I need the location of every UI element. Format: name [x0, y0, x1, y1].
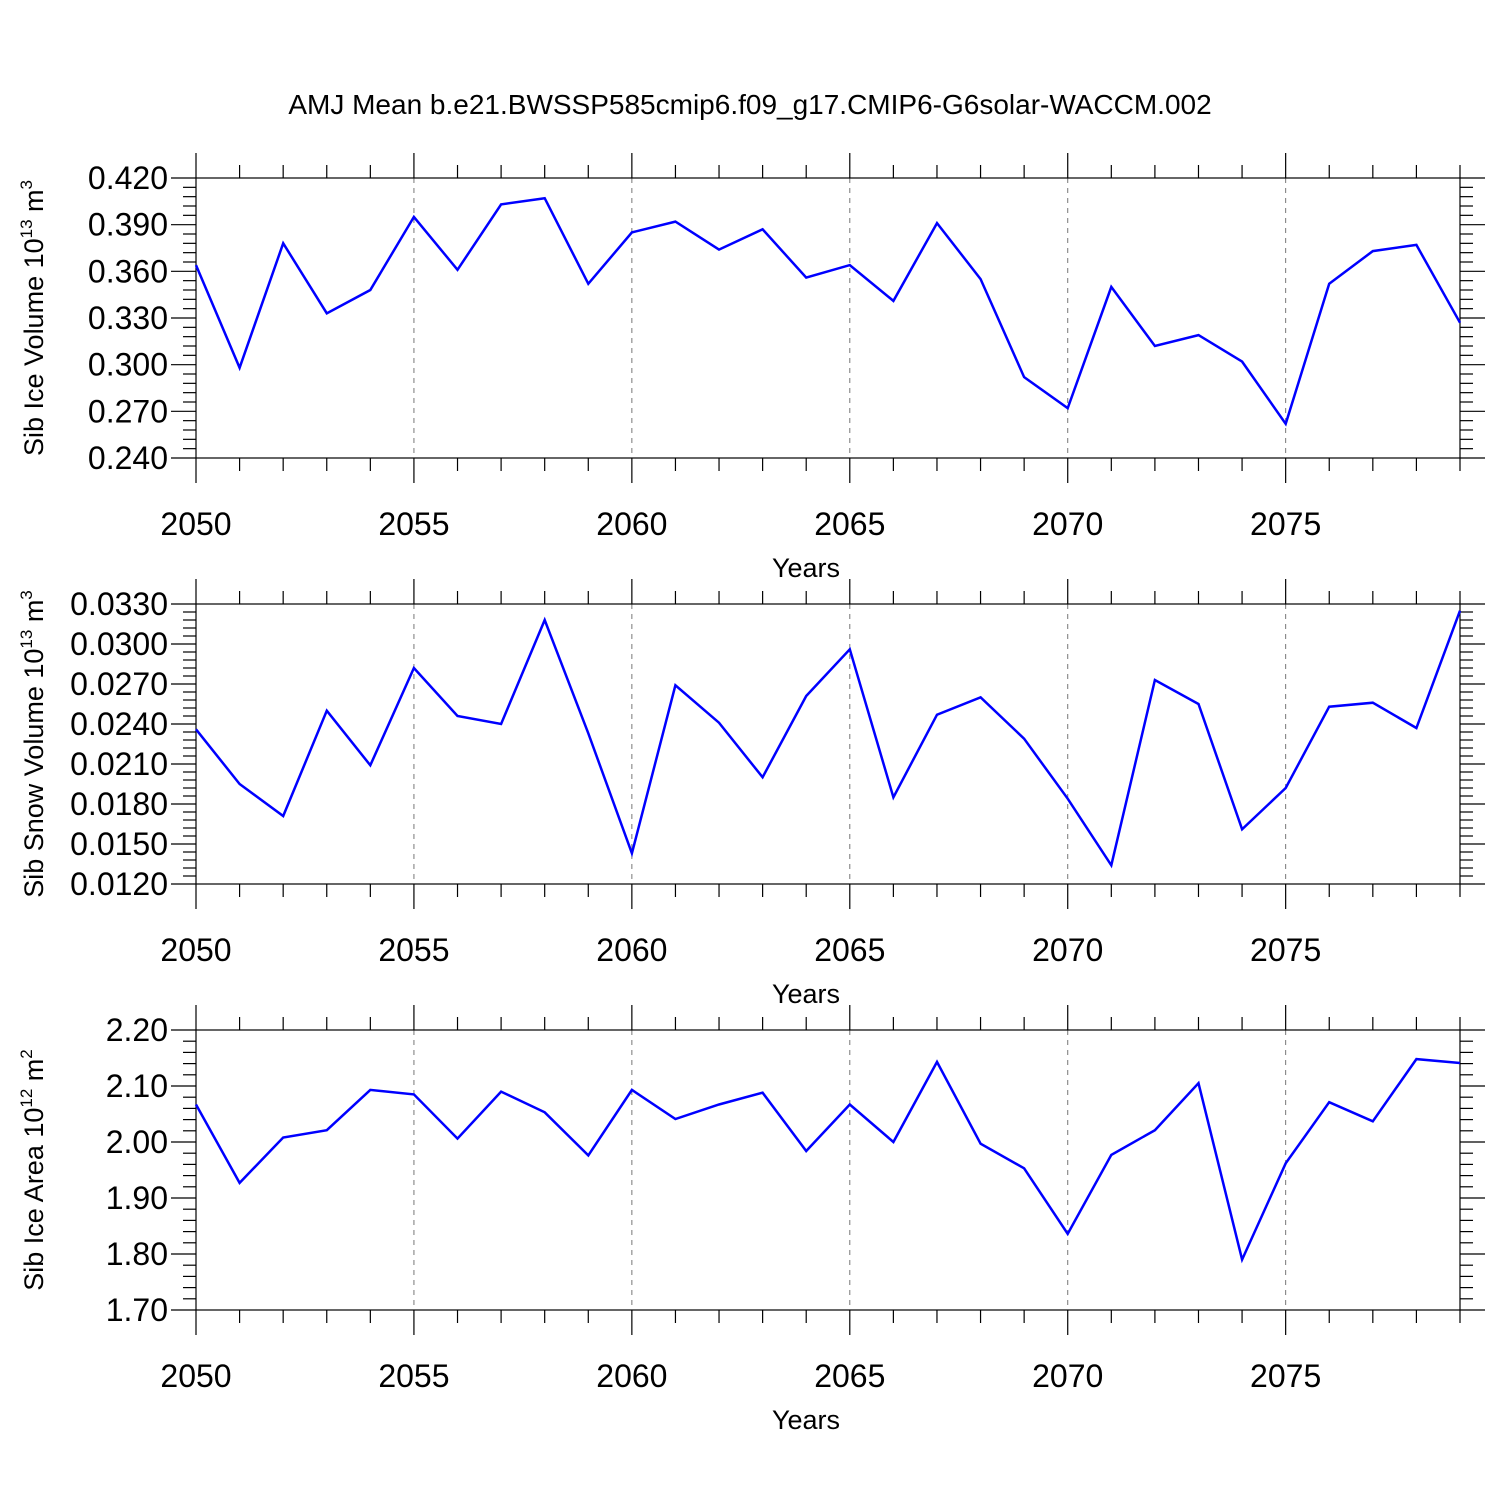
panels: 0.240 0.270 0.300 0.330 0.360 0.390 0.420 2050 2…	[17, 153, 1485, 1435]
panel-2: 0.0120 0.0150 0.0180 0.0210 0.0240 0.0270 0.03…	[17, 579, 1485, 1009]
panel-3-ytick-label-4: 2.10	[106, 1068, 168, 1104]
panel-2-ytick-label-3: 0.0210	[70, 746, 168, 782]
panel-2-ytick-label-2: 0.0180	[70, 786, 168, 822]
panel-1-series-line	[194, 196, 1462, 427]
panel-2-ylabel-exp: 13	[17, 630, 36, 649]
panel-3-xtick-label-2050: 2050	[160, 1358, 231, 1394]
panel-2-xtick-label-2075: 2075	[1250, 932, 1321, 968]
panel-1-xlabel: Years	[772, 553, 840, 583]
panel-1-ylabel-main: Sib Ice Volume 10	[19, 238, 49, 456]
panel-2-series-line	[195, 610, 1462, 869]
panel-2-ytick-label-5: 0.0270	[70, 666, 168, 702]
panel-1-xtick-label-2070: 2070	[1032, 506, 1103, 542]
panel-2-ytick-label-6: 0.0300	[70, 626, 168, 662]
panel-1: 0.240 0.270 0.300 0.330 0.360 0.390 0.420 2050 2…	[17, 153, 1485, 583]
panel-3-ylabel: Sib Ice Area 1012 m2	[17, 1049, 49, 1291]
panel-2-xtick-label-2060: 2060	[596, 932, 667, 968]
panel-1-xtick-label-2060: 2060	[596, 506, 667, 542]
panel-2-frame	[195, 603, 1461, 885]
panel-1-ylabel-unit-exp: 3	[17, 180, 36, 189]
panel-3-xtick-label-2075: 2075	[1250, 1358, 1321, 1394]
panel-2-ytick-label-7: 0.0330	[70, 586, 168, 622]
panel-3-ylabel-exp: 12	[17, 1089, 36, 1108]
panel-2-ylabel-unit: m	[19, 600, 49, 630]
panel-3-xlabel: Years	[772, 1405, 840, 1435]
panel-3-xtick-label-2065: 2065	[814, 1358, 885, 1394]
panel-1-ylabel: Sib Ice Volume 1013 m3	[17, 180, 49, 456]
panel-2-xtick-label-2065: 2065	[814, 932, 885, 968]
panel-1-frame	[195, 177, 1461, 459]
panel-3-ytick-label-3: 2.00	[106, 1124, 168, 1160]
panel-1-xtick-label-2050: 2050	[160, 506, 231, 542]
panel-1-ytick-label-0: 0.240	[88, 440, 168, 476]
panel-2-xtick-label-2055: 2055	[378, 932, 449, 968]
panel-2-xlabel: Years	[772, 979, 840, 1009]
chart-title: AMJ Mean b.e21.BWSSP585cmip6.f09_g17.CMI…	[288, 89, 1211, 120]
panel-1-ytick-label-5: 0.390	[88, 207, 168, 243]
panel-1-ylabel-exp: 13	[17, 219, 36, 238]
panel-1-xtick-label-2055: 2055	[378, 506, 449, 542]
panel-3-frame	[195, 1029, 1461, 1311]
panel-3-xtick-label-2070: 2070	[1032, 1358, 1103, 1394]
panel-1-ytick-label-3: 0.330	[88, 300, 168, 336]
panel-2-ylabel-unit-exp: 3	[17, 590, 36, 599]
panel-3-xtick-label-2055: 2055	[378, 1358, 449, 1394]
panel-1-ytick-label-2: 0.300	[88, 347, 168, 383]
panel-2-ytick-label-0: 0.0120	[70, 866, 168, 902]
panel-3-ytick-label-2: 1.90	[106, 1180, 168, 1216]
panel-3-ytick-label-1: 1.80	[106, 1236, 168, 1272]
panel-2-ytick-label-4: 0.0240	[70, 706, 168, 742]
panel-1-ytick-label-6: 0.420	[88, 160, 168, 196]
panel-1-ytick-label-4: 0.360	[88, 253, 168, 289]
panel-1-xtick-label-2075: 2075	[1250, 506, 1321, 542]
panel-1-ylabel-unit: m	[19, 189, 49, 219]
panel-1-xtick-label-2065: 2065	[814, 506, 885, 542]
panel-3-series-line	[194, 1057, 1461, 1264]
panel-3: 1.70 1.80 1.90 2.00 2.10 2.20 2050 2055 2060 2065…	[17, 1005, 1485, 1435]
panel-2-xtick-label-2050: 2050	[160, 932, 231, 968]
panel-3-xtick-label-2060: 2060	[596, 1358, 667, 1394]
panel-3-ytick-label-5: 2.20	[106, 1012, 168, 1048]
panel-3-ytick-label-0: 1.70	[106, 1292, 168, 1328]
panel-3-ylabel-main: Sib Ice Area 10	[19, 1108, 49, 1291]
panel-2-xtick-label-2070: 2070	[1032, 932, 1103, 968]
panel-3-ylabel-unit-exp: 2	[17, 1049, 36, 1058]
panel-1-ytick-label-1: 0.270	[88, 393, 168, 429]
panel-2-ylabel: Sib Snow Volume 1013 m3	[17, 590, 49, 898]
panel-3-ylabel-unit: m	[19, 1059, 49, 1089]
panel-2-ylabel-main: Sib Snow Volume 10	[19, 649, 49, 898]
panel-2-ytick-label-1: 0.0150	[70, 826, 168, 862]
